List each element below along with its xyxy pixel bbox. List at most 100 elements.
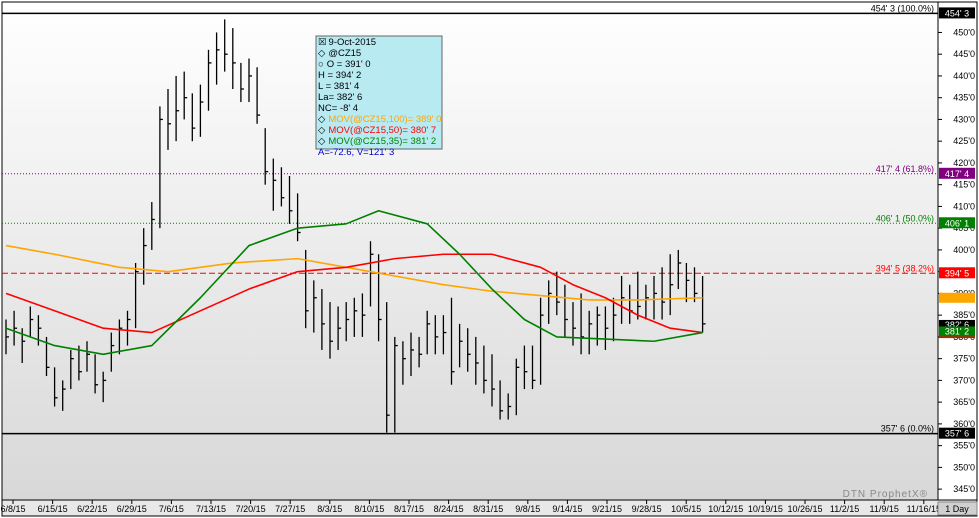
retracement-levels: 454' 3 (100.0%) 454' 3 417' 4 (61.8%) 417' … <box>2 3 975 439</box>
y-tick-label: 375'0 <box>953 354 975 364</box>
y-tick-label: 425'0 <box>953 136 975 146</box>
ohlc-bar <box>564 284 568 337</box>
circle-icon: ○ <box>318 59 324 70</box>
moving-average-line <box>5 253 703 334</box>
y-tick-label: 385'0 <box>953 310 975 320</box>
x-tick-label: 9/21/15 <box>592 504 622 514</box>
y-tick-label: 410'0 <box>953 201 975 211</box>
axis-marker-badge <box>939 326 975 337</box>
y-tick-label: 365'0 <box>953 397 975 407</box>
ohlc-bar <box>548 280 552 324</box>
ohlc-bar <box>288 175 293 224</box>
diamond-icon: ◇ <box>318 114 326 125</box>
y-tick-label: 360'0 <box>953 419 975 429</box>
interval-label: 1 Day <box>945 504 969 514</box>
ohlc-bar <box>62 380 66 411</box>
level-label: 357' 6 (0.0%) <box>881 424 934 434</box>
ohlc-bar <box>483 345 487 394</box>
moving-average-line <box>5 244 703 301</box>
level-axis-label: 417' 4 <box>945 169 969 179</box>
level-axis-badge <box>939 217 975 229</box>
ohlc-bar <box>418 336 423 368</box>
ohlc-bar <box>588 310 593 355</box>
plot-area <box>1 1 939 501</box>
x-tick-label: 10/12/15 <box>708 504 743 514</box>
x-tick-label: 7/6/15 <box>159 504 184 514</box>
x-tick-label: 9/28/15 <box>632 504 662 514</box>
x-tick-label: 8/10/15 <box>354 504 384 514</box>
ohlc-bar <box>264 128 269 185</box>
x-tick-label: 6/15/15 <box>38 504 68 514</box>
x-tick-label: 6/29/15 <box>117 504 147 514</box>
ohlc-bar <box>677 249 682 290</box>
ohlc-bar <box>693 267 698 303</box>
ohlc-bar <box>86 341 90 372</box>
x-tick-label: 7/20/15 <box>236 504 266 514</box>
axis-marker-badge <box>939 292 975 303</box>
ohlc-bar <box>305 249 309 329</box>
y-tick-label: 450'0 <box>953 27 975 37</box>
ohlc-bar <box>523 345 528 390</box>
level-label: 454' 3 (100.0%) <box>871 3 934 13</box>
legend-mov50: ◇ MOV(@CZ15,50)= 380' 7 <box>318 125 436 136</box>
ohlc-bar <box>556 271 560 316</box>
ohlc-bar <box>475 336 479 385</box>
ohlc-bar <box>207 49 212 111</box>
level-label: 394' 5 (38.2%) <box>876 263 934 273</box>
level-axis-label: 394' 5 <box>945 268 969 278</box>
ohlc-bar <box>645 284 649 320</box>
ohlc-bar <box>329 302 333 359</box>
ohlc-bar <box>29 306 34 337</box>
ohlc-bar <box>215 32 220 85</box>
x-tick-label: 11/9/15 <box>870 504 899 514</box>
y-tick-label: 345'0 <box>953 484 975 494</box>
ohlc-bar <box>94 354 99 394</box>
ohlc-bar <box>5 319 9 355</box>
ohlc-bar <box>53 367 58 407</box>
watermark: DTN ProphetX® <box>843 489 928 500</box>
legend-last: La= 382' 6 <box>318 92 362 103</box>
ohlc-bar <box>199 84 204 137</box>
level-axis-badge <box>939 167 975 179</box>
x-tick-label: 11/2/15 <box>830 504 859 514</box>
y-tick-label: 420'0 <box>953 158 975 168</box>
legend-net-change: NC= -8' 4 <box>318 103 358 114</box>
ohlc-bar <box>313 280 317 333</box>
ohlc-bar <box>491 354 495 407</box>
ohlc-bar <box>248 58 252 103</box>
x-tick-label: 6/22/15 <box>77 504 107 514</box>
ohlc-bar <box>224 19 228 72</box>
ohlc-bar <box>637 271 641 320</box>
ohlc-bar <box>78 345 82 381</box>
date-axis-ticks: 6/8/15 6/15/15 6/22/15 6/29/15 7/6/15 7/13/15… <box>0 500 941 514</box>
legend-symbol: ◇ @CZ15 <box>318 48 361 59</box>
interval-button[interactable]: 1 Day <box>937 501 978 516</box>
ohlc-bar <box>701 276 706 333</box>
ohlc-bar <box>353 297 358 337</box>
ohlc-bar <box>256 67 261 124</box>
level-axis-badge <box>939 7 975 19</box>
x-tick-label: 6/8/15 <box>0 504 25 514</box>
diamond-icon: ◇ <box>318 48 326 59</box>
x-tick-label: 10/5/15 <box>671 504 701 514</box>
x-tick-label: 11/16/15 <box>907 504 941 514</box>
ohlc-bar <box>151 202 155 250</box>
diamond-icon: ◇ <box>318 125 326 136</box>
ohlc-bar <box>159 106 163 229</box>
ohlc-bar <box>240 62 244 103</box>
ohlc-bar <box>118 319 123 355</box>
x-tick-label: 9/14/15 <box>552 504 582 514</box>
ohlc-bar <box>612 297 617 342</box>
axis-marker-label: 381' 2 <box>945 326 969 336</box>
level-axis-label: 406' 1 <box>945 218 969 228</box>
ohlc-bar <box>434 315 439 355</box>
ohlc-bar <box>661 267 666 320</box>
ohlc-bar <box>442 315 447 355</box>
level-axis-badge <box>939 427 975 439</box>
ohlc-bar <box>345 302 350 342</box>
x-tick-label: 8/24/15 <box>434 504 464 514</box>
legend-low: L = 381' 4 <box>318 81 359 92</box>
level-axis-badge <box>939 267 975 279</box>
legend-mov35: ◇ MOV(@CZ15,35)= 381' 2 <box>318 136 436 147</box>
